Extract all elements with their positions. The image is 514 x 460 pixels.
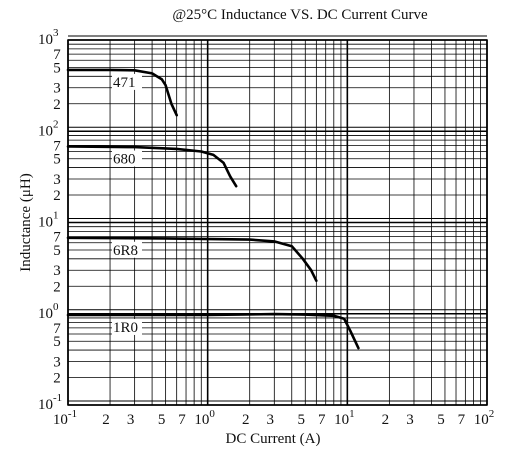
x-tick-base: 10 xyxy=(194,412,209,428)
x-minor-tick-label: 7 xyxy=(458,412,466,428)
x-tick-base: 10 xyxy=(53,412,68,428)
x-minor-tick-label: 2 xyxy=(102,412,110,428)
y-tick-exponent: 2 xyxy=(53,118,59,130)
x-major-tick-label: 10-1 xyxy=(53,408,77,428)
y-minor-tick-label: 2 xyxy=(53,279,61,295)
x-minor-tick-label: 3 xyxy=(267,412,275,428)
series-label: 1R0 xyxy=(113,320,138,336)
y-tick-base: 10 xyxy=(38,123,53,139)
y-axis-label: Inductance (μH) xyxy=(18,173,34,271)
y-tick-base: 10 xyxy=(38,32,53,48)
x-minor-tick-label: 5 xyxy=(437,412,445,428)
y-tick-exponent: 1 xyxy=(53,210,59,222)
inductance-curve xyxy=(66,312,360,350)
series-label: 471 xyxy=(113,75,136,91)
x-tick-exponent: 0 xyxy=(209,408,215,420)
x-minor-tick-label: 3 xyxy=(127,412,135,428)
y-minor-tick-label: 5 xyxy=(53,334,61,350)
y-minor-tick-label: 5 xyxy=(53,243,61,259)
y-major-tick-label: 10-1 xyxy=(38,392,62,413)
y-minor-tick-label: 7 xyxy=(53,230,61,246)
y-tick-base: 10 xyxy=(38,215,53,231)
x-minor-tick-label: 3 xyxy=(406,412,414,428)
x-minor-tick-label: 5 xyxy=(298,412,306,428)
y-minor-tick-label: 3 xyxy=(53,354,61,370)
x-tick-base: 10 xyxy=(334,412,349,428)
y-tick-exponent: 3 xyxy=(53,27,59,39)
y-minor-tick-label: 2 xyxy=(53,97,61,113)
x-major-tick-label: 102 xyxy=(474,408,495,428)
y-minor-tick-label: 2 xyxy=(53,371,61,387)
x-major-tick-label: 101 xyxy=(334,408,355,428)
grid xyxy=(67,35,488,406)
y-tick-exponent: 0 xyxy=(53,301,59,313)
y-major-tick-label: 101 xyxy=(38,210,59,231)
y-minor-tick-label: 7 xyxy=(53,138,61,154)
x-tick-exponent: 1 xyxy=(349,408,355,420)
inductance-curve xyxy=(66,236,318,282)
series-label-backdrop xyxy=(112,318,142,335)
series-label: 680 xyxy=(113,152,136,168)
series-label-backdrop xyxy=(112,241,142,258)
x-major-tick-label: 100 xyxy=(194,408,215,428)
x-tick-exponent: 2 xyxy=(489,408,495,420)
plot-frame xyxy=(67,39,488,406)
series-label: 6R8 xyxy=(113,243,138,259)
x-minor-tick-label: 2 xyxy=(382,412,390,428)
y-minor-tick-label: 5 xyxy=(53,152,61,168)
y-major-tick-label: 103 xyxy=(38,27,59,48)
y-tick-exponent: -1 xyxy=(53,392,62,404)
x-tick-base: 10 xyxy=(474,412,489,428)
inductance-curve xyxy=(66,68,178,117)
x-minor-tick-label: 7 xyxy=(318,412,326,428)
y-tick-base: 10 xyxy=(38,306,53,322)
y-minor-tick-label: 7 xyxy=(53,321,61,337)
series-label-backdrop xyxy=(112,73,142,90)
series-label-backdrop xyxy=(112,150,142,167)
x-axis-label: DC Current (A) xyxy=(226,431,321,447)
y-minor-tick-label: 7 xyxy=(53,47,61,63)
y-minor-tick-label: 3 xyxy=(53,263,61,279)
y-major-tick-label: 100 xyxy=(38,301,59,322)
y-minor-tick-label: 3 xyxy=(53,81,61,97)
x-minor-tick-label: 5 xyxy=(158,412,166,428)
y-minor-tick-label: 2 xyxy=(53,188,61,204)
x-minor-tick-label: 2 xyxy=(242,412,250,428)
y-major-tick-label: 102 xyxy=(38,118,59,139)
y-minor-tick-label: 3 xyxy=(53,172,61,188)
chart-title: @25°C Inductance VS. DC Current Curve xyxy=(172,7,428,23)
curves: 471 680 6R8 1R0 xyxy=(66,68,360,350)
x-minor-tick-label: 7 xyxy=(178,412,186,428)
x-tick-exponent: -1 xyxy=(68,408,77,420)
inductance-curve xyxy=(66,145,238,188)
y-minor-tick-label: 5 xyxy=(53,60,61,76)
y-tick-base: 10 xyxy=(38,397,53,413)
